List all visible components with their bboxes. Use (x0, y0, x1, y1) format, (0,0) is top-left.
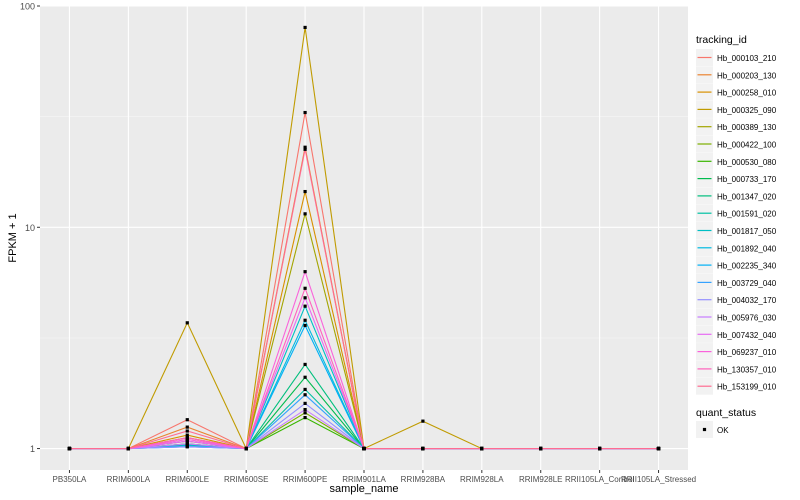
quant-legend-label: OK (717, 426, 729, 435)
data-point (185, 425, 189, 429)
legend-label: Hb_007432_040 (717, 331, 777, 340)
legend-items: Hb_000103_210 Hb_000203_130 Hb_000258_010 H… (696, 49, 777, 395)
legend-label: Hb_153199_010 (717, 383, 777, 392)
data-point (185, 445, 189, 449)
data-point (185, 442, 189, 446)
legend-label: Hb_000203_130 (717, 71, 777, 80)
data-point (67, 446, 72, 451)
x-tick-label: RRIM928LE (519, 475, 563, 484)
axes-layer: 1 10 100 PB350LA RRIM600LA RRIM600LE RRIM600S… (7, 2, 696, 496)
legend-label: Hb_001817_050 (717, 227, 777, 236)
data-point (185, 433, 189, 437)
data-point (244, 446, 248, 451)
y-tick-label: 10 (25, 223, 35, 233)
legend-title: tracking_id (696, 34, 747, 46)
quant-legend-point (702, 427, 707, 432)
legend-label: Hb_003729_040 (717, 279, 777, 288)
y-tick-label: 1 (30, 444, 35, 454)
data-point (185, 418, 189, 422)
legend-label: Hb_001591_020 (717, 210, 777, 219)
legend-label: Hb_130357_010 (717, 365, 777, 374)
data-point (656, 446, 661, 451)
legend-label: Hb_005976_030 (717, 314, 777, 323)
data-point (539, 446, 543, 451)
x-axis-title: sample_name (329, 483, 398, 495)
data-point (303, 411, 307, 415)
x-tick-label: RRIM928BA (401, 475, 446, 484)
data-point (303, 387, 307, 392)
legend-label: Hb_001347_020 (717, 192, 777, 201)
data-point (185, 321, 189, 325)
data-point (185, 439, 189, 443)
x-tick-label: RRII105LA_Stressed (621, 475, 696, 484)
legend-label: Hb_000733_170 (717, 175, 777, 184)
quant-legend-title: quant_status (696, 407, 756, 419)
x-tick-label: PB350LA (53, 475, 87, 484)
data-point (303, 362, 307, 367)
data-point (303, 145, 307, 149)
legend-label: Hb_002235_340 (717, 262, 777, 271)
data-point (303, 110, 307, 115)
legend-label: Hb_004032_170 (717, 296, 777, 305)
y-tick-label: 100 (20, 2, 35, 12)
legend-label: Hb_000530_080 (717, 158, 777, 167)
legend-label: Hb_000389_130 (717, 123, 777, 132)
legend-label: Hb_000103_210 (717, 54, 777, 63)
x-tick-label: RRIM901LA (342, 475, 386, 484)
data-point (303, 318, 307, 322)
data-point (362, 446, 366, 451)
data-point (126, 446, 130, 451)
data-point (303, 147, 307, 151)
x-axis: PB350LA RRIM600LA RRIM600LE RRIM600SE RRIM60… (53, 470, 696, 484)
points-layer (67, 25, 661, 451)
y-axis-title: FPKM + 1 (7, 213, 19, 262)
legend-label: Hb_000258_010 (717, 89, 777, 98)
plot-layer (40, 5, 688, 470)
legend-label: Hb_000325_090 (717, 106, 777, 115)
legend-label: Hb_000422_100 (717, 141, 777, 150)
data-point (303, 304, 307, 308)
x-tick-label: RRIM600LA (107, 475, 151, 484)
legend-label: Hb_001892_040 (717, 244, 777, 253)
data-point (303, 416, 307, 420)
x-tick-label: RRIM600LE (165, 475, 209, 484)
y-axis: 1 10 100 (20, 2, 40, 454)
data-point (303, 323, 307, 328)
data-point (480, 446, 484, 451)
x-tick-label: RRIM928LA (460, 475, 504, 484)
data-point (303, 286, 307, 290)
data-point (303, 212, 307, 216)
data-point (303, 25, 307, 30)
x-tick-label: RRIM600PE (283, 475, 327, 484)
data-point (303, 296, 307, 300)
data-point (185, 437, 189, 441)
x-tick-label: RRIM600SE (224, 475, 268, 484)
data-point (303, 407, 307, 412)
data-point (185, 436, 189, 440)
data-point (303, 393, 307, 397)
data-point (421, 446, 425, 451)
data-point (185, 429, 189, 433)
data-point (303, 270, 307, 274)
data-point (598, 446, 602, 451)
x-tick-label: RRII105LA_Control (565, 475, 635, 484)
data-point (421, 419, 425, 423)
legend: tracking_id Hb_000103_210Hb_000203_130Hb… (696, 34, 777, 438)
data-point (303, 375, 307, 379)
data-point (303, 401, 307, 405)
data-point (303, 189, 307, 194)
legend-label: Hb_069237_010 (717, 348, 777, 357)
